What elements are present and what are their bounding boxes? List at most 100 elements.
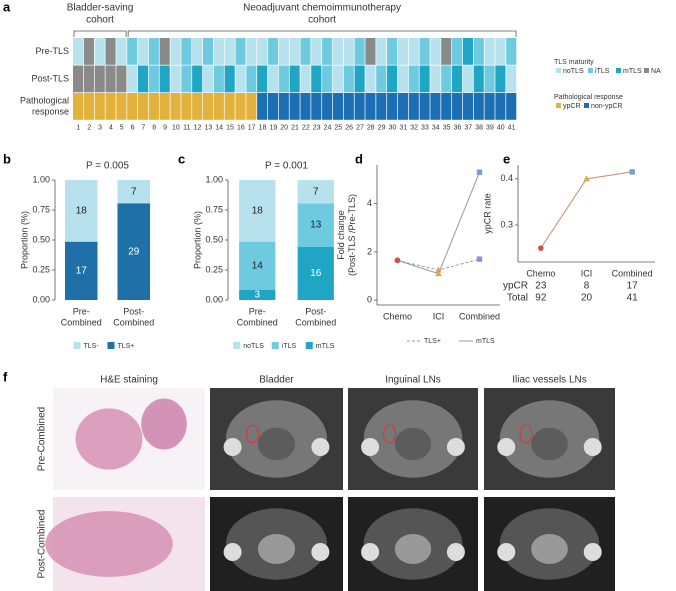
column-label: 28 — [367, 124, 375, 131]
column-label: 18 — [259, 124, 267, 131]
panel-label: d — [355, 151, 363, 166]
heatmap-cell — [387, 38, 398, 65]
marker — [435, 270, 442, 277]
heatmap-cell — [148, 38, 159, 65]
heatmap-cell — [506, 65, 517, 93]
heatmap-cell — [257, 93, 268, 120]
heatmap-cell — [332, 93, 344, 120]
legend-swatch — [271, 342, 279, 349]
panel-label: f — [3, 369, 8, 384]
heatmap-cell — [311, 38, 322, 65]
panel-label: e — [503, 151, 510, 166]
legend-label: iTLS — [282, 343, 297, 350]
heatmap-cell — [116, 93, 127, 120]
column-label: 9 — [163, 124, 167, 131]
heatmap-cell — [332, 38, 344, 65]
legend-label: mTLS — [476, 338, 495, 345]
heatmap-cell — [322, 65, 333, 93]
bar-segment — [64, 241, 98, 300]
heatmap-cell — [473, 65, 484, 93]
heatmap-cell — [397, 93, 409, 120]
table-row-label: Total — [507, 293, 528, 304]
bar-segment — [239, 241, 276, 290]
heatmap-cell — [452, 38, 463, 65]
cohort-label: cohort — [86, 15, 114, 26]
heatmap-cell — [246, 38, 257, 65]
lesion-outline — [246, 424, 260, 444]
column-label: 30 — [389, 124, 397, 131]
x-tick-label: Chemo — [383, 311, 412, 321]
heatmap-cell — [322, 93, 333, 120]
x-tick-label: Chemo — [526, 268, 555, 278]
cohort-bracket — [73, 30, 127, 37]
heatmap-cell — [408, 65, 419, 93]
legend-label: iTLS — [595, 68, 610, 75]
heatmap-cell — [311, 65, 322, 93]
marker — [394, 257, 401, 264]
data-label: 16 — [310, 268, 322, 279]
legend-swatch — [556, 68, 561, 73]
table-cell: 41 — [627, 293, 639, 304]
lesion-outline — [383, 424, 397, 444]
bar-segment — [117, 180, 151, 204]
column-label: 27 — [356, 124, 364, 131]
tissue — [45, 511, 173, 577]
heatmap-cell — [127, 65, 138, 93]
heatmap-cell — [495, 38, 506, 65]
heatmap-cell — [397, 65, 409, 93]
row-label: Post-TLS — [31, 74, 69, 84]
heatmap-cell — [506, 38, 517, 65]
heatmap-cell — [105, 65, 116, 93]
row-header: Pre-Combined — [37, 407, 48, 471]
heatmap-cell — [365, 38, 376, 65]
heatmap-cell — [419, 38, 430, 65]
heatmap-cell — [387, 93, 398, 120]
heatmap-cell — [441, 38, 452, 65]
chart-title: P = 0.001 — [265, 161, 308, 172]
heatmap-cell — [473, 93, 484, 120]
heatmap-cell — [116, 65, 127, 93]
heatmap-cell — [246, 93, 257, 120]
heatmap-cell — [94, 65, 105, 93]
heatmap-cell — [267, 65, 279, 93]
heatmap-cell — [484, 65, 495, 93]
y-axis-title: ypCR rate — [482, 193, 492, 234]
panel-label: b — [3, 151, 11, 166]
legend-label: non-ypCR — [591, 103, 623, 110]
heatmap-cell — [181, 65, 192, 93]
heatmap-cell — [419, 93, 430, 120]
heatmap-cell — [159, 93, 170, 120]
y-axis-title: (Post-TLS /Pre-TLS) — [347, 194, 357, 276]
heatmap-cell — [278, 65, 289, 93]
heatmap-cell — [202, 93, 214, 120]
y-tick-label: 1.00 — [205, 174, 223, 184]
column-label: 39 — [486, 124, 494, 131]
column-label: 20 — [280, 124, 288, 131]
x-tick-label: Pre- — [249, 306, 266, 316]
column-label: 10 — [172, 124, 180, 131]
heatmap-cell — [484, 93, 495, 120]
column-label: 19 — [269, 124, 277, 131]
column-label: 36 — [454, 124, 462, 131]
heatmap-cell — [289, 38, 300, 65]
heatmap-cell — [408, 38, 419, 65]
legend-label: mTLS — [316, 343, 335, 350]
heatmap-cell — [506, 93, 517, 120]
heatmap-cell — [300, 93, 311, 120]
heatmap-cell — [224, 65, 235, 93]
heatmap-cell — [137, 38, 149, 65]
y-tick-label: 0.00 — [32, 294, 50, 304]
x-tick-label: Combined — [237, 317, 278, 327]
heatmap-cell — [213, 38, 224, 65]
legend-label: TLS+ — [118, 343, 135, 350]
heatmap-cell — [441, 93, 452, 120]
bar-segment — [297, 203, 334, 247]
heatmap-cell — [235, 65, 246, 93]
chart-title: P = 0.005 — [86, 161, 129, 172]
column-label: 1 — [76, 124, 80, 131]
heatmap-cell — [94, 38, 105, 65]
heatmap-cell — [116, 38, 127, 65]
column-label: 37 — [464, 124, 472, 131]
heatmap-cell — [267, 93, 279, 120]
